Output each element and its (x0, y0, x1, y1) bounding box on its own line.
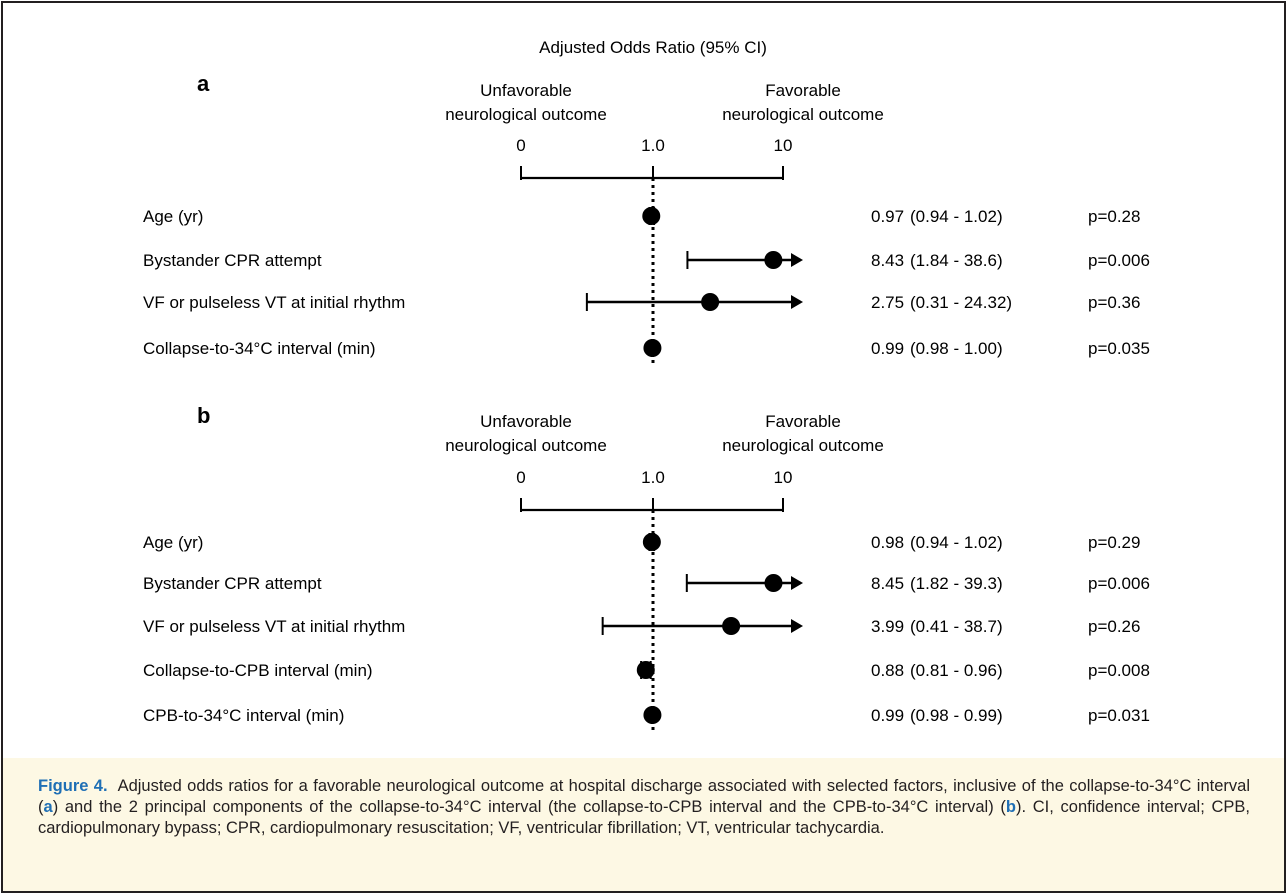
panel-a-tick-label-2: 10 (774, 136, 793, 155)
panel-a-row-1-or-value: 8.43 (871, 251, 904, 270)
panel-b-row-3-p-value: p=0.008 (1088, 661, 1150, 680)
panel-a-row-3-p-value: p=0.035 (1088, 339, 1150, 358)
panel-b-row-3-or-value: 0.88 (871, 661, 904, 680)
caption-label: Figure 4. (38, 777, 108, 795)
panel-b-row-4-point (643, 706, 662, 724)
panel-b-unfavorable-label-2: neurological outcome (445, 436, 607, 455)
panel-a-tick-label-0: 0 (516, 136, 525, 155)
panel-a-row-0-p-value: p=0.28 (1088, 207, 1140, 226)
panel-a-row-0-ci-text: (0.94 - 1.02) (910, 207, 1003, 226)
panel-a-row-2-p-value: p=0.36 (1088, 293, 1140, 312)
figure-caption: Figure 4. Adjusted odds ratios for a favo… (38, 776, 1250, 839)
panel-b-row-2-label: VF or pulseless VT at initial rhythm (143, 617, 405, 636)
panel-b-row-0-label: Age (yr) (143, 533, 203, 552)
forest-plot: Adjusted Odds Ratio (95% CI) a Unfavorable… (143, 38, 1150, 733)
panel-b-row-2-point (722, 617, 741, 635)
panel-a-row-1-label: Bystander CPR attempt (143, 251, 322, 270)
panel-a-row-0-point (642, 207, 661, 225)
caption-text-2: ) and the 2 principal components of the … (52, 798, 1006, 816)
panel-b-row-0-p-value: p=0.29 (1088, 533, 1140, 552)
panel-a-row-3-or-value: 0.99 (871, 339, 904, 358)
panel-a-row-2-ci-arrow (791, 295, 803, 309)
panel-a-unfavorable-label-1: Unfavorable (480, 81, 572, 100)
panel-b-row-0-or-value: 0.98 (871, 533, 904, 552)
panel-b-row-3-label: Collapse-to-CPB interval (min) (143, 661, 373, 680)
panel-b-row-4-or-value: 0.99 (871, 706, 904, 725)
panel-a-row-0-or-value: 0.97 (871, 207, 904, 226)
panel-a-row-1-ci-arrow (791, 253, 803, 267)
panel-a-row-2-or-value: 2.75 (871, 293, 904, 312)
chart-title: Adjusted Odds Ratio (95% CI) (539, 38, 767, 57)
panel-a-row-1-ci-text: (1.84 - 38.6) (910, 251, 1003, 270)
panel-a-favorable-label-1: Favorable (765, 81, 841, 100)
panel-a-favorable-label-2: neurological outcome (722, 105, 884, 124)
panel-b-row-4-p-value: p=0.031 (1088, 706, 1150, 725)
panel-a-row-3-ci-text: (0.98 - 1.00) (910, 339, 1003, 358)
panel-b-row-2-ci-arrow (791, 619, 803, 633)
panel-a-row-2-label: VF or pulseless VT at initial rhythm (143, 293, 405, 312)
caption-text-1: Adjusted odds ratios for a favorable neu… (38, 777, 1250, 816)
caption-text-3: ). CI, confidence interval; CPB, cardiop… (38, 798, 1250, 837)
panel-b-unfavorable-label-1: Unfavorable (480, 412, 572, 431)
panel-b-tick-label-2: 10 (774, 468, 793, 487)
panel-b-tick-label-0: 0 (516, 468, 525, 487)
panel-b-row-1-label: Bystander CPR attempt (143, 574, 322, 593)
panel-b-row-1-or-value: 8.45 (871, 574, 904, 593)
panel-a-tick-label-1: 1.0 (641, 136, 665, 155)
panel-b-row-2-or-value: 3.99 (871, 617, 904, 636)
panel-b-row-1-point (764, 574, 783, 592)
panel-a-row-2-ci-text: (0.31 - 24.32) (910, 293, 1012, 312)
panel-a-unfavorable-label-2: neurological outcome (445, 105, 607, 124)
panel-b-row-4-ci-text: (0.98 - 0.99) (910, 706, 1003, 725)
panel-b-row-1-ci-arrow (791, 576, 803, 590)
panel-b-row-1-p-value: p=0.006 (1088, 574, 1150, 593)
panel-b-letter: b (197, 403, 210, 428)
panel-b-row-4-label: CPB-to-34°C interval (min) (143, 706, 344, 725)
panel-a-row-3-label: Collapse-to-34°C interval (min) (143, 339, 376, 358)
panel-b-row-2-p-value: p=0.26 (1088, 617, 1140, 636)
panel-b-favorable-label-1: Favorable (765, 412, 841, 431)
panel-a-row-2-point (701, 293, 720, 311)
panel-a-letter: a (197, 71, 210, 96)
panel-b-row-2-ci-text: (0.41 - 38.7) (910, 617, 1003, 636)
panel-b-favorable-label-2: neurological outcome (722, 436, 884, 455)
caption-ref-a: a (43, 798, 53, 816)
panel-b-row-1-ci-text: (1.82 - 39.3) (910, 574, 1003, 593)
panel-a-row-0-label: Age (yr) (143, 207, 203, 226)
panel-a-row-1-p-value: p=0.006 (1088, 251, 1150, 270)
panel-b-row-3-ci-text: (0.81 - 0.96) (910, 661, 1003, 680)
panel-a-row-3-point (643, 339, 662, 357)
panel-b-row-0-point (642, 533, 661, 551)
panel-b-tick-label-1: 1.0 (641, 468, 665, 487)
caption-ref-b: b (1005, 798, 1016, 816)
panel-a-row-1-point (764, 251, 783, 269)
panel-b-row-0-ci-text: (0.94 - 1.02) (910, 533, 1003, 552)
caption-box: Figure 4. Adjusted odds ratios for a favo… (3, 758, 1284, 891)
panel-b-row-3-point (636, 661, 655, 679)
